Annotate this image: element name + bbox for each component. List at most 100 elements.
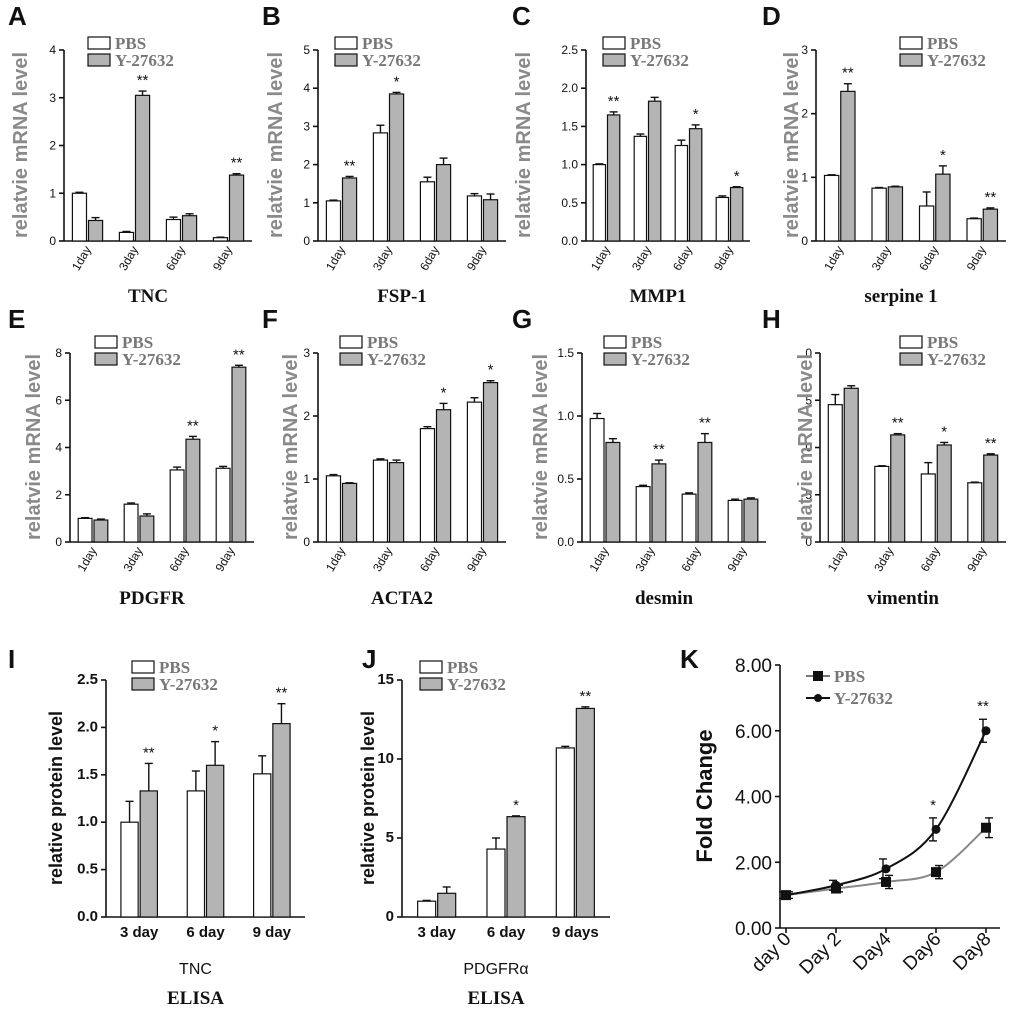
y-tick-label: 1.0 <box>77 813 98 830</box>
bar-y27632 <box>437 892 457 918</box>
bar-pbs <box>918 205 935 242</box>
bar-y27632 <box>935 173 951 242</box>
significance-label: * <box>488 362 494 379</box>
bar-y27632 <box>506 816 526 918</box>
chart-title: TNC <box>128 286 168 307</box>
y-axis-title: relatvie mRNA level <box>265 52 287 238</box>
legend-y-swatch <box>94 352 118 366</box>
y-tick-label: 2 <box>801 107 808 121</box>
bar-y27632 <box>843 387 859 543</box>
y-tick-label: 15 <box>377 671 394 688</box>
y-tick-label: 0.5 <box>557 472 574 486</box>
y-tick-label: 5 <box>805 393 812 407</box>
legend-pbs-label: PBS <box>115 34 146 53</box>
significance-label: * <box>940 147 946 164</box>
y-tick-label: 0 <box>805 535 812 549</box>
legend-pbs-marker <box>813 671 823 681</box>
panel-letter: F <box>262 304 278 334</box>
bar-y27632 <box>341 482 358 543</box>
bar-y27632 <box>647 100 662 242</box>
significance-label: * <box>394 73 400 90</box>
bar-pbs <box>372 132 389 242</box>
y-tick-label: 2.5 <box>561 43 578 57</box>
bar-pbs <box>71 192 88 242</box>
bar-pbs <box>589 417 605 543</box>
bar-pbs <box>372 459 389 543</box>
significance-label: * <box>212 723 218 740</box>
x-tick-label: 6day <box>417 244 442 274</box>
bar-pbs <box>871 187 887 242</box>
x-tick-label: Day6 <box>899 929 945 975</box>
legend-y-label: Y-27632 <box>927 51 986 70</box>
bar-pbs <box>118 231 135 242</box>
legend-y-label: Y-27632 <box>447 675 506 694</box>
y-axis-title: relatvie mRNA level <box>530 354 552 540</box>
significance-label: ** <box>143 744 155 761</box>
bar-pbs <box>966 218 982 242</box>
significance-label: ** <box>233 346 245 363</box>
significance-label: ** <box>187 417 199 434</box>
bar-pbs <box>77 517 93 543</box>
legend-pbs-label: PBS <box>630 34 661 53</box>
legend-pbs-label: PBS <box>631 333 662 352</box>
y-tick-label: 10 <box>377 750 394 767</box>
legend-pbs-label: PBS <box>122 333 153 352</box>
x-tick-label: 9 days <box>552 924 599 941</box>
panel-letter: I <box>8 644 15 674</box>
y-axis-title: relatvie mRNA level <box>280 354 302 540</box>
x-tick-label: 1day <box>821 244 846 274</box>
panel-letter: G <box>512 304 532 334</box>
significance-label: ** <box>699 415 711 432</box>
chart-subtitle: ELISA <box>467 988 524 1009</box>
bar-y27632 <box>228 174 245 242</box>
x-tick-label: 9day <box>724 545 749 575</box>
point-y27632 <box>931 824 941 834</box>
y-tick-label: 0 <box>386 908 394 925</box>
bar-y27632 <box>231 366 247 543</box>
panel-letter: C <box>512 1 531 31</box>
y-tick-label: 4 <box>303 81 310 95</box>
legend-pbs-swatch <box>899 335 923 349</box>
bar-y27632 <box>482 199 499 242</box>
legend-y-label: Y-27632 <box>631 350 690 369</box>
bar-pbs <box>466 401 483 543</box>
bar-pbs <box>120 821 139 918</box>
x-tick-label: 9day <box>711 244 736 274</box>
x-tick-label: 6day <box>918 545 943 575</box>
x-tick-label: 1day <box>588 244 613 274</box>
x-tick-label: 3day <box>116 244 141 274</box>
bar-y27632 <box>575 707 595 918</box>
bar-y27632 <box>482 382 499 543</box>
significance-label: ** <box>892 415 904 432</box>
y-tick-label: 1 <box>49 186 56 200</box>
legend-y-label: Y-27632 <box>927 350 986 369</box>
bar-y27632 <box>185 438 201 543</box>
bar-pbs <box>215 467 231 543</box>
bar-pbs <box>123 503 139 543</box>
x-tick-label: 3 day <box>417 924 456 941</box>
bar-y27632 <box>139 515 155 543</box>
bar-pbs <box>169 469 185 543</box>
chart-title: MMP1 <box>630 286 687 307</box>
y-axis-title: Fold Change <box>692 729 717 862</box>
x-tick-label: 9day <box>212 545 237 575</box>
significance-label: * <box>941 423 947 440</box>
legend-y-label: Y-27632 <box>159 675 218 694</box>
bar-pbs <box>635 485 651 543</box>
bar-y27632 <box>983 454 999 543</box>
bar-pbs <box>674 144 689 242</box>
y-axis-title: relative protein level <box>358 711 378 885</box>
legend-pbs-swatch <box>94 335 118 349</box>
legend-y-swatch <box>419 677 443 691</box>
y-tick-label: 6.00 <box>735 722 772 743</box>
x-tick-label: 1day <box>74 545 99 575</box>
x-tick-label: Day4 <box>849 928 896 975</box>
bar-y27632 <box>688 128 703 242</box>
x-tick-label: 9 day <box>253 924 292 941</box>
y-tick-label: 5 <box>303 43 310 57</box>
significance-label: ** <box>344 157 356 174</box>
bar-pbs <box>681 493 697 543</box>
bar-y27632 <box>93 519 109 543</box>
legend-y-label: Y-27632 <box>122 350 181 369</box>
